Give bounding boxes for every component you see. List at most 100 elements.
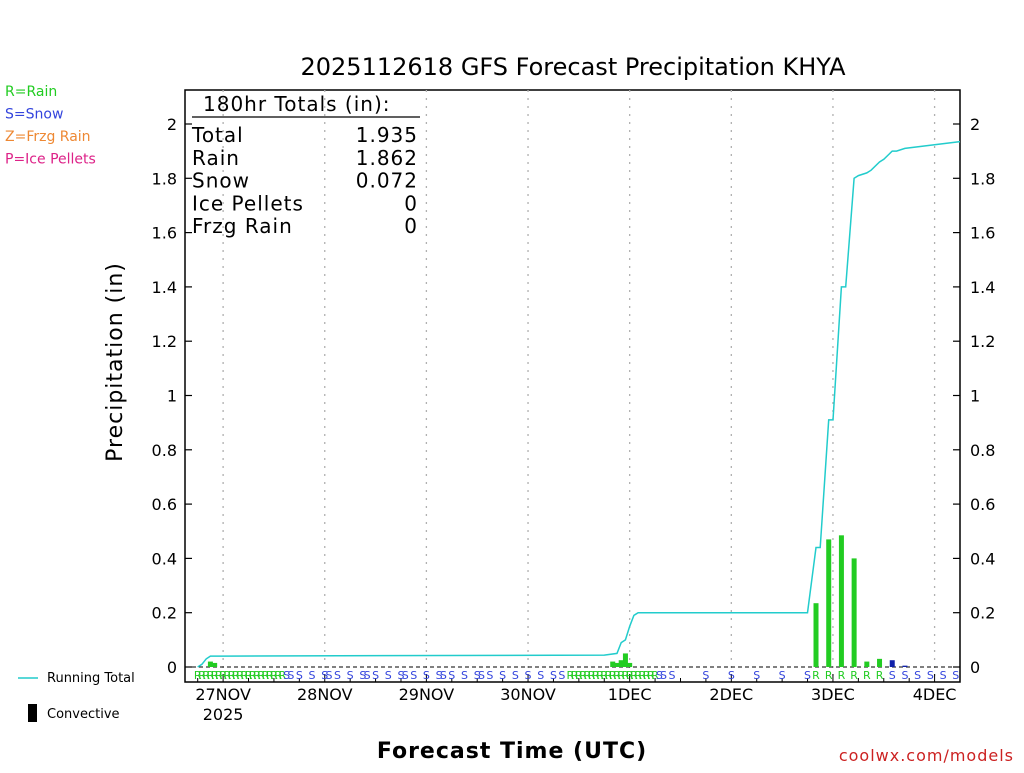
y-tick-label-left: 0: [167, 658, 177, 677]
ptype-snow-mark: S: [334, 669, 341, 682]
ptype-rain-mark: R: [262, 669, 270, 682]
ptype-snow-mark: S: [385, 669, 392, 682]
ptype-rain-mark: R: [626, 669, 634, 682]
precip-bar: [826, 539, 832, 667]
totals-row-label: Total: [191, 123, 244, 147]
totals-row-label: Snow: [192, 169, 250, 193]
ptype-rain-mark: R: [257, 669, 265, 682]
ptype-rain-mark: R: [643, 669, 651, 682]
ptype-rain-mark: R: [647, 669, 655, 682]
ptype-rain-mark: R: [850, 669, 858, 682]
ptype-rain-mark: R: [232, 669, 240, 682]
totals-row-value: 0.072: [356, 169, 418, 193]
y-tick-label-left: 0.4: [152, 549, 177, 568]
precip-bar: [889, 660, 895, 667]
precip-bar: [614, 662, 620, 667]
totals-row-label: Rain: [192, 146, 240, 170]
ptype-rain-mark: R: [613, 669, 621, 682]
totals-box: 180hr Totals (in): Total 1.935 Rain 1.862 Sno…: [191, 92, 420, 238]
running-total-legend-label: Running Total: [47, 671, 135, 686]
ptype-snow-mark: S: [512, 669, 519, 682]
ptype-snow-mark: S: [321, 669, 328, 682]
ptype-snow-mark: S: [558, 669, 565, 682]
ptype-legend-item: R=Rain: [5, 84, 57, 100]
ptype-rain-mark: R: [575, 669, 583, 682]
y-axis-left: 0 0.2 0.4 0.6 0.8 1 1.2 1.4 1.6 1.8 2: [152, 115, 192, 677]
precip-bar: [864, 661, 870, 667]
ptype-rain-mark: R: [863, 669, 871, 682]
precip-bar: [622, 653, 628, 667]
ptype-rain-mark: R: [651, 669, 659, 682]
y-tick-label-right: 0: [970, 658, 980, 677]
y-tick-label-left: 1.2: [152, 332, 177, 351]
ptype-rain-mark: R: [588, 669, 596, 682]
ptype-rain-mark: R: [253, 669, 261, 682]
ptype-rain-mark: R: [236, 669, 244, 682]
totals-row-value: 0: [404, 214, 418, 238]
precip-bar: [212, 662, 218, 667]
running-total-series: [197, 140, 961, 668]
ptype-rain-mark: R: [571, 669, 579, 682]
x-tick-label: 4DEC: [913, 685, 957, 704]
precip-bar: [838, 535, 844, 667]
totals-row-label: Ice Pellets: [192, 191, 304, 215]
ptype-rain-mark: R: [240, 669, 248, 682]
y-tick-label-left: 1.4: [152, 278, 177, 297]
y-tick-label-left: 1: [167, 387, 177, 406]
ptype-rain-mark: R: [224, 669, 232, 682]
x-tick-label: 30NOV: [500, 685, 556, 704]
ptype-snow-mark: S: [702, 669, 709, 682]
y-tick-label-right: 2: [970, 115, 980, 134]
ptype-rain-mark: R: [274, 669, 282, 682]
ptype-legend-item: P=Ice Pellets: [5, 152, 96, 168]
ptype-snow-mark: S: [440, 669, 447, 682]
ptype-rain-mark: R: [600, 669, 608, 682]
ptype-rain-mark: R: [579, 669, 587, 682]
ptype-snow-mark: S: [660, 669, 667, 682]
precip-type-legend: R=Rain S=Snow Z=Frzg Rain P=Ice Pellets: [5, 84, 96, 168]
chart-title: 2025112618 GFS Forecast Precipitation KH…: [301, 53, 847, 81]
precip-bar: [851, 558, 857, 667]
ptype-snow-mark: S: [804, 669, 811, 682]
ptype-rain-mark: R: [249, 669, 257, 682]
ptype-rain-mark: R: [211, 669, 219, 682]
ptype-rain-mark: R: [198, 669, 206, 682]
x-tick-label: 28NOV: [297, 685, 353, 704]
ptype-snow-mark: S: [372, 669, 379, 682]
ptype-snow-mark: S: [448, 669, 455, 682]
precip-bar: [902, 665, 908, 667]
credit-text: coolwx.com/models: [839, 746, 1014, 765]
y-tick-label-right: 0.6: [970, 495, 995, 514]
x-tick-label: 2DEC: [709, 685, 753, 704]
precip-bar: [618, 660, 624, 667]
ptype-snow-mark: S: [364, 669, 371, 682]
ptype-snow-mark: S: [952, 669, 959, 682]
ptype-snow-mark: S: [901, 669, 908, 682]
ptype-snow-mark: S: [914, 669, 921, 682]
ptype-rain-mark: R: [838, 669, 846, 682]
ptype-snow-mark: S: [309, 669, 316, 682]
x-tick-label: 29NOV: [399, 685, 455, 704]
ptype-rain-mark: R: [639, 669, 647, 682]
ptype-snow-mark: S: [283, 669, 290, 682]
ptype-snow-mark: S: [940, 669, 947, 682]
ptype-snow-mark: S: [325, 669, 332, 682]
y-tick-label-right: 1.4: [970, 278, 995, 297]
ptype-rain-mark: R: [596, 669, 604, 682]
ptype-rain-mark: R: [279, 669, 287, 682]
ptype-rain-mark: R: [245, 669, 253, 682]
convective-legend-swatch: [28, 704, 37, 722]
ptype-snow-mark: S: [537, 669, 544, 682]
precip-bar: [877, 658, 883, 667]
ptype-rain-mark: R: [228, 669, 236, 682]
ptype-rain-mark: R: [605, 669, 613, 682]
precip-bar: [610, 661, 616, 667]
totals-header: 180hr Totals (in):: [203, 92, 391, 116]
plot-frame: [184, 89, 961, 683]
ptype-rain-mark: R: [876, 669, 884, 682]
ptype-snow-mark: S: [347, 669, 354, 682]
x-tick-label: 1DEC: [608, 685, 652, 704]
y-tick-label-right: 1.2: [970, 332, 995, 351]
